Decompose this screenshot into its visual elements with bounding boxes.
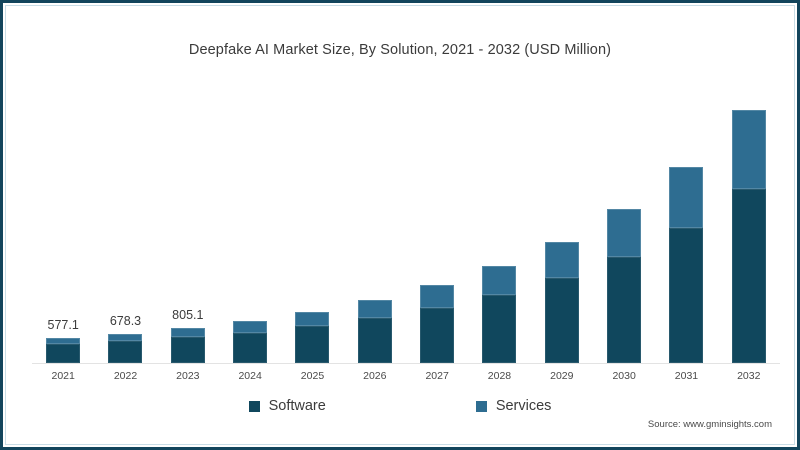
legend-item-services[interactable]: Services <box>475 398 552 414</box>
bar-segment-services[interactable] <box>420 285 455 309</box>
stacked-bar[interactable] <box>357 300 392 363</box>
bar-group[interactable] <box>655 86 717 363</box>
bar-segment-software[interactable] <box>607 256 642 363</box>
bar-segment-services[interactable] <box>170 328 205 338</box>
x-axis-tick-label: 2021 <box>51 370 75 382</box>
legend-swatch-icon <box>248 400 260 412</box>
chart-frame: Deepfake AI Market Size, By Solution, 20… <box>5 5 795 445</box>
bar-segment-software[interactable] <box>420 308 455 363</box>
bar-segment-software[interactable] <box>482 295 517 363</box>
bar-group[interactable] <box>406 86 468 363</box>
bar-segment-software[interactable] <box>295 326 330 363</box>
x-axis-tick-label: 2023 <box>176 370 200 382</box>
bar-segment-services[interactable] <box>669 166 704 228</box>
legend-item-software[interactable]: Software <box>248 398 326 414</box>
x-axis-tick-label: 2024 <box>238 370 262 382</box>
bar-segment-services[interactable] <box>544 241 579 279</box>
bar-group[interactable]: 678.3 <box>94 86 156 363</box>
stacked-bar[interactable] <box>731 109 766 363</box>
bar-group[interactable] <box>593 86 655 363</box>
x-axis-tick-label: 2028 <box>487 370 512 382</box>
stacked-bar[interactable] <box>544 241 579 363</box>
bar-group[interactable]: 577.1 <box>32 86 94 363</box>
stacked-bar[interactable]: 678.3 <box>108 314 143 363</box>
bar-segment-services[interactable] <box>357 300 392 319</box>
bar-value-label: 678.3 <box>109 313 142 328</box>
stacked-bar[interactable]: 805.1 <box>170 308 205 363</box>
bar-value-label: 577.1 <box>47 318 79 333</box>
bar-segment-software[interactable] <box>669 227 704 363</box>
bar-segment-services[interactable] <box>482 266 517 296</box>
bar-group[interactable] <box>531 86 593 363</box>
bar-segment-software[interactable] <box>731 189 766 363</box>
x-axis-tick-label: 2032 <box>737 370 761 382</box>
stacked-bar[interactable] <box>420 285 455 363</box>
x-axis-tick-labels: 2021 2022 2023 2024 2025 2026 2027 2028 2029 2030… <box>32 370 780 382</box>
x-axis-tick-label: 2027 <box>425 370 449 382</box>
bar-group[interactable] <box>219 86 281 363</box>
x-axis-baseline <box>32 363 780 364</box>
bar-group[interactable] <box>281 86 343 363</box>
bar-segment-services[interactable] <box>233 321 268 333</box>
stacked-bar[interactable] <box>669 166 704 363</box>
bar-segment-software[interactable] <box>46 344 81 363</box>
x-axis-tick-label: 2030 <box>612 370 636 382</box>
stacked-bar[interactable] <box>295 311 330 363</box>
x-axis-tick-label: 2029 <box>550 370 574 382</box>
legend-swatch-icon <box>475 400 487 412</box>
bar-segment-services[interactable] <box>46 338 81 345</box>
x-axis-tick-label: 2026 <box>363 370 387 382</box>
stacked-bar[interactable]: 577.1 <box>46 318 81 363</box>
bar-segment-services[interactable] <box>731 109 766 190</box>
bar-segment-services[interactable] <box>295 311 330 327</box>
bar-segment-services[interactable] <box>607 209 642 257</box>
bar-group[interactable]: 805.1 <box>157 86 219 363</box>
x-axis-tick-label: 2025 <box>300 370 325 382</box>
bar-group[interactable] <box>718 86 780 363</box>
bar-segment-software[interactable] <box>170 337 205 363</box>
bar-series-group: 577.1 678.3 805.1 <box>32 86 780 363</box>
stacked-bar[interactable] <box>233 321 268 363</box>
stacked-bar[interactable] <box>607 209 642 363</box>
plot-area: 577.1 678.3 805.1 <box>32 86 780 364</box>
bar-value-label: 805.1 <box>172 308 204 323</box>
chart-legend: Software Services <box>6 398 794 414</box>
stacked-bar[interactable] <box>482 266 517 363</box>
chart-title: Deepfake AI Market Size, By Solution, 20… <box>188 42 612 58</box>
source-attribution: Source: www.gminsights.com <box>647 419 772 430</box>
legend-label: Services <box>495 398 552 414</box>
legend-label: Software <box>268 398 326 414</box>
bar-group[interactable] <box>468 86 530 363</box>
bar-segment-software[interactable] <box>108 341 143 363</box>
bar-segment-services[interactable] <box>108 333 143 342</box>
x-axis-tick-label: 2022 <box>113 370 138 382</box>
bar-group[interactable] <box>344 86 406 363</box>
bar-segment-software[interactable] <box>544 278 579 363</box>
bar-segment-software[interactable] <box>357 318 392 363</box>
x-axis-tick-label: 2031 <box>674 370 699 382</box>
bar-segment-software[interactable] <box>233 332 268 363</box>
